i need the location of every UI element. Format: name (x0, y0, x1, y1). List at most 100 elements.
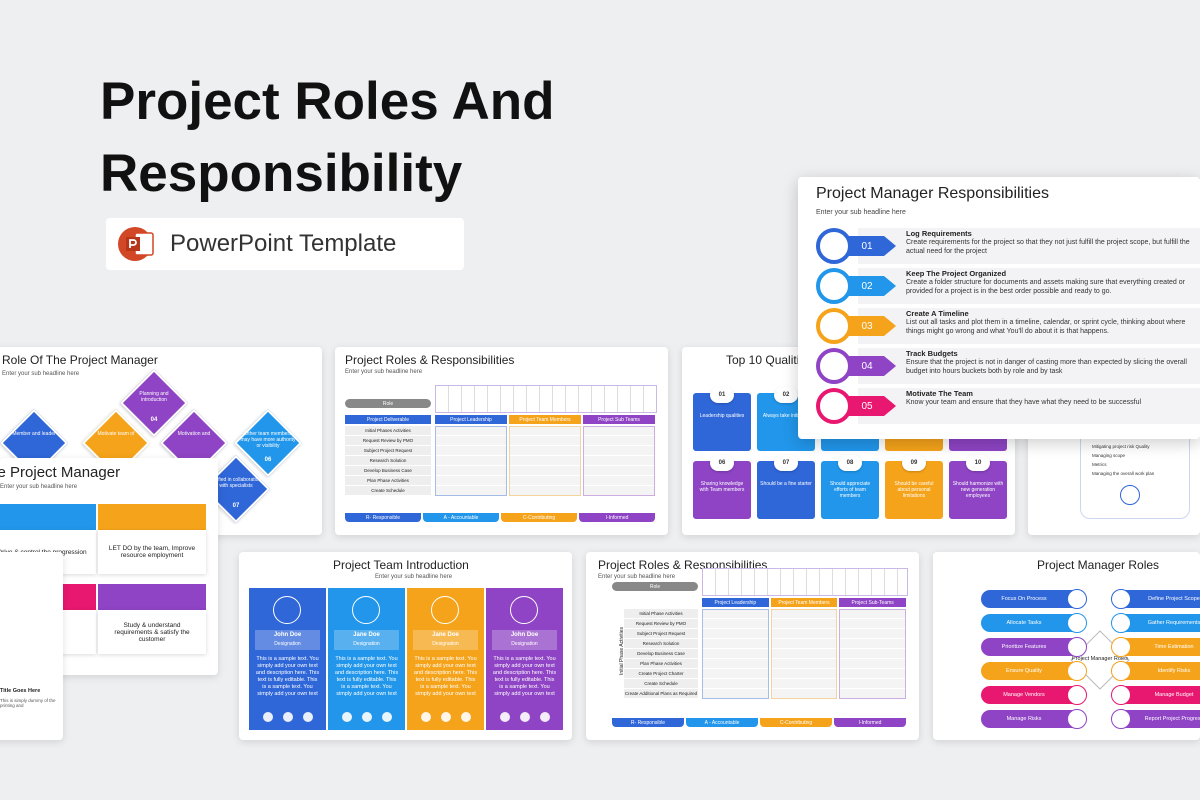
role-pill (1113, 662, 1200, 680)
item-heading: Motivate The Team (906, 389, 973, 398)
item-icon (816, 228, 852, 264)
item-icon (816, 268, 852, 304)
row-label: Create Schedule (345, 486, 431, 495)
role-bar (435, 385, 657, 413)
role-pill (981, 710, 1085, 728)
slide-card: Project Roles & Responsibilities Enter yo… (335, 347, 668, 535)
role-text: Manage Vendors (1003, 692, 1045, 698)
role-text: Identify Risks (1157, 668, 1191, 674)
item-text: LET DO by the team, Improve resource emp… (108, 545, 196, 559)
item-arrow-tip (884, 396, 896, 416)
role-icon (1111, 661, 1131, 681)
member-role: Designation (432, 641, 459, 647)
role-pill (981, 590, 1085, 608)
quality-text: Should harmonize with new generation emp… (952, 481, 1004, 499)
slide-subtitle: Enter your sub headline here (816, 209, 906, 216)
partial-text: This is simply dummy of the printing and (0, 698, 56, 708)
legend-item: A - Accountable (423, 513, 499, 522)
role-icon (1111, 613, 1131, 633)
role-text: Manage Risks (1006, 716, 1042, 722)
quality-number: 01 (710, 387, 734, 403)
role-pill (981, 614, 1085, 632)
slide-subtitle: Enter your sub headline here (2, 371, 80, 377)
slide-card: Project Team Introduction Enter your sub … (239, 552, 572, 740)
role-pill (981, 662, 1085, 680)
item-bar (98, 584, 206, 610)
social-icon (362, 712, 372, 722)
member-avatar (510, 596, 538, 624)
legend-item: C-Contributing (501, 513, 577, 522)
social-icon (461, 712, 471, 722)
member-namebar (255, 630, 320, 650)
row-label: Develop Business Case (624, 649, 698, 658)
item-row-bg (858, 268, 1200, 304)
role-text: Allocate Tasks (1006, 620, 1042, 626)
row-label: Develop Business Case (345, 466, 431, 475)
quality-number: 06 (710, 455, 734, 471)
row-label: Plan Phase Activities (345, 476, 431, 485)
partial-title: Title Goes Here (0, 688, 41, 694)
tile-text: Unified in collaboration with specialist… (210, 477, 262, 489)
legend-item: I-Informed (579, 513, 655, 522)
quality-number: 09 (902, 455, 926, 471)
row-label: Request Review by PMO (345, 436, 431, 445)
item-text: Create a folder structure for documents … (906, 279, 1185, 295)
row-label: Subject Project Request (345, 446, 431, 455)
item-number: 01 (861, 240, 873, 252)
slide-subtitle: Enter your sub headline here (0, 484, 78, 490)
item-text: Study & understand requirements & satisf… (114, 621, 190, 643)
item-arrow-tip (884, 356, 896, 376)
group-header: Project Team Members (770, 598, 838, 607)
tile-text: Other team members may have more authori… (240, 431, 296, 449)
role-text: Report Project Progress (1144, 716, 1200, 722)
role-icon (1111, 709, 1131, 729)
slide-title: Top 10 Qualities (726, 353, 813, 367)
role-header: Role (345, 399, 431, 408)
role-icon (1067, 685, 1087, 705)
tile-number: 07 (232, 503, 240, 509)
member-name: John Doe (510, 632, 539, 638)
role-pill (981, 686, 1085, 704)
item-heading: Track Budgets (906, 349, 958, 358)
slide-title: The Project Manager (0, 464, 121, 481)
group-cells (509, 426, 581, 496)
role-icon (1067, 709, 1087, 729)
group-cells (770, 609, 838, 699)
role-pill (1113, 638, 1200, 656)
tile-number: 06 (264, 457, 272, 463)
member-namebar (492, 630, 557, 650)
role-icon (1067, 661, 1087, 681)
member-role: Designation (353, 641, 380, 647)
social-icon (500, 712, 510, 722)
member-role: Designation (511, 641, 538, 647)
social-icon (283, 712, 293, 722)
item-row-bg (858, 308, 1200, 344)
tile-text: Planning and introduction (139, 391, 169, 403)
quality-number: 02 (774, 387, 798, 403)
item-number: 05 (861, 400, 873, 412)
center-text: Project Manager Roles (1072, 656, 1128, 662)
tile-text: Member and leader (12, 431, 56, 437)
social-icon (421, 712, 431, 722)
item-heading: Create A Timeline (906, 309, 969, 318)
item-panel (98, 530, 206, 574)
quality-text: Leadership qualities (699, 413, 745, 419)
tile-text: Motivation and (177, 431, 211, 437)
row-label: Research Solution (624, 639, 698, 648)
role-text: Focus On Process (1001, 596, 1047, 602)
item-arrow-tip (884, 236, 896, 256)
group-cells (435, 426, 507, 496)
role-icon (1067, 589, 1087, 609)
tile-number: 04 (150, 417, 158, 423)
role-icon (1067, 613, 1087, 633)
member-namebar (334, 630, 399, 650)
role-text: Gather Requirements (1147, 620, 1200, 626)
role-text: Define Project Scope (1148, 596, 1200, 602)
badge-text: PowerPoint Template (170, 230, 397, 257)
slide-subtitle: Enter your sub headline here (345, 369, 423, 375)
member-avatar (273, 596, 301, 624)
item-heading: Keep The Project Organized (906, 269, 1007, 278)
role-icon (1111, 685, 1131, 705)
role-icon (1111, 589, 1131, 609)
social-icon (342, 712, 352, 722)
